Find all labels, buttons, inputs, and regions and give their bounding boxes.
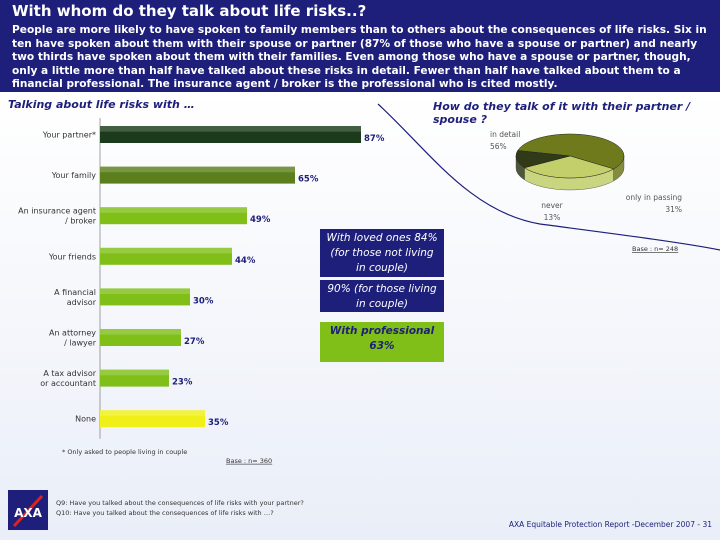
bar-highlight	[100, 166, 295, 173]
question-q9: Q9: Have you talked about the consequenc…	[56, 499, 304, 507]
bar-value-label: 44%	[235, 256, 256, 266]
bar-3	[100, 207, 247, 225]
bar-category-label: advisor	[67, 298, 97, 307]
bar-value-label: 87%	[364, 134, 385, 144]
bar-1	[100, 126, 361, 143]
slide-title: With whom do they talk about life risks.…	[12, 2, 367, 20]
bar-category-label: / lawyer	[64, 339, 97, 348]
logo-text: AXA	[14, 506, 43, 520]
bar-category-label: An insurance agent	[18, 207, 96, 216]
bar-value-label: 65%	[298, 175, 319, 185]
pie-chart-title: How do they talk of it with their partne…	[433, 100, 691, 126]
pie-label: only in passing	[626, 193, 682, 202]
bar-highlight	[100, 207, 247, 213]
bar-chart-title: Talking about life risks with …	[8, 98, 195, 111]
bar-value-label: 49%	[250, 215, 271, 225]
bar-highlight	[100, 288, 190, 295]
pie-slice-2	[523, 155, 615, 179]
pie-label: in detail	[490, 130, 520, 139]
bar-value-label: 35%	[208, 418, 229, 428]
pie-slice-1	[517, 133, 625, 170]
pie-value-label: 56%	[490, 142, 507, 151]
bar-category-label: Your friends	[48, 252, 96, 261]
bar-6	[100, 329, 181, 346]
bar-base-note: Base : n= 360	[226, 457, 272, 465]
bar-highlight	[100, 329, 181, 335]
slide-header: With whom do they talk about life risks.…	[0, 0, 720, 92]
bar-category-label: / broker	[65, 217, 97, 226]
bar-category-label: A tax advisor	[43, 369, 96, 378]
bar-5	[100, 288, 190, 306]
bar-4	[100, 247, 232, 265]
callout-not-in-couple: With loved ones 84% (for those not livin…	[320, 229, 444, 277]
bar-highlight	[100, 410, 205, 416]
pie-base-note: Base : n= 248	[632, 245, 678, 253]
bar-highlight	[100, 247, 232, 254]
pie-value-label: 31%	[665, 205, 682, 214]
bar-7	[100, 369, 169, 387]
pie-slice-3	[515, 150, 571, 169]
pie-value-label: 13%	[544, 213, 561, 222]
callout-professional: With professional 63%	[320, 322, 444, 362]
bar-value-label: 23%	[172, 378, 193, 388]
bar-highlight	[100, 126, 361, 132]
bar-category-label: None	[75, 415, 96, 424]
bar-category-label: An attorney	[49, 329, 96, 338]
bar-category-label: or accountant	[40, 379, 96, 388]
charts-canvas: Your partner* 87% Your family 65% An insuran…	[18, 103, 720, 465]
bar-category-label: Your partner*	[42, 131, 96, 140]
asterisk-footnote: * Only asked to people living in couple	[62, 448, 188, 456]
slide-content: Talking about life risks with … How do t…	[0, 92, 720, 540]
axa-logo: AXA	[8, 490, 48, 530]
bar-8	[100, 410, 205, 428]
decorative-curve	[377, 103, 720, 251]
bar-highlight	[100, 369, 169, 376]
bar-category-label: Your family	[51, 171, 97, 180]
report-footer: AXA Equitable Protection Report -Decembe…	[508, 520, 712, 529]
bar-category-label: A financial	[54, 288, 96, 297]
bar-value-label: 30%	[193, 296, 214, 306]
bar-value-label: 27%	[184, 337, 205, 347]
slide-intro: People are more likely to have spoken to…	[12, 24, 707, 91]
pie-label: never	[541, 201, 563, 210]
question-q10: Q10: Have you talked about the consequen…	[56, 509, 274, 517]
callout-in-couple: 90% (for those living in couple)	[320, 280, 444, 312]
bar-2	[100, 166, 295, 184]
